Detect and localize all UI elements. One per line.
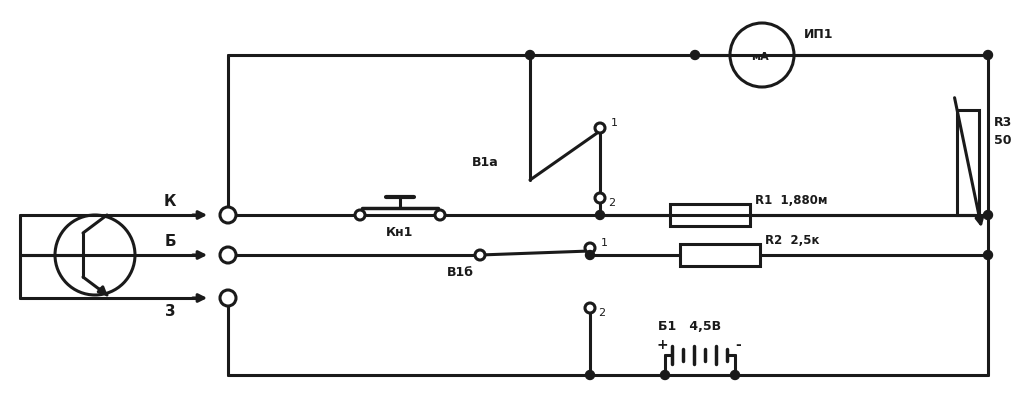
Circle shape [585, 303, 595, 313]
Circle shape [220, 247, 236, 263]
Circle shape [596, 211, 604, 220]
Text: +: + [656, 338, 668, 352]
Circle shape [220, 290, 236, 306]
Text: мА: мА [751, 52, 769, 62]
Circle shape [55, 215, 135, 295]
Text: К: К [164, 193, 176, 208]
Circle shape [585, 370, 595, 379]
Circle shape [983, 51, 992, 60]
Text: Кн1: Кн1 [386, 226, 413, 239]
Text: R3: R3 [994, 115, 1012, 129]
Text: В1б: В1б [447, 266, 473, 279]
Text: 1: 1 [610, 118, 617, 128]
Circle shape [661, 370, 669, 379]
Text: Б1   4,5В: Б1 4,5В [659, 321, 721, 333]
Circle shape [355, 210, 365, 220]
Circle shape [585, 243, 595, 253]
Text: R2  2,5к: R2 2,5к [765, 235, 819, 248]
Circle shape [730, 23, 794, 87]
Circle shape [585, 251, 595, 259]
Bar [957, 110, 979, 215]
Circle shape [595, 123, 605, 133]
Text: ИП1: ИП1 [804, 29, 834, 42]
Text: R1  1,880м: R1 1,880м [755, 195, 828, 208]
Text: 50: 50 [994, 133, 1011, 146]
Text: 1: 1 [601, 238, 607, 248]
Text: В1а: В1а [471, 155, 498, 169]
Text: 2: 2 [599, 308, 606, 318]
Text: 3: 3 [165, 304, 175, 319]
Text: -: - [736, 338, 741, 352]
Bar [670, 204, 750, 226]
Circle shape [983, 211, 992, 220]
Circle shape [595, 193, 605, 203]
Circle shape [474, 250, 485, 260]
Circle shape [435, 210, 445, 220]
Bar [680, 244, 760, 266]
Circle shape [730, 370, 740, 379]
Text: 2: 2 [608, 198, 615, 208]
Circle shape [983, 251, 992, 259]
Circle shape [525, 51, 535, 60]
Circle shape [691, 51, 699, 60]
Text: Б: Б [164, 233, 176, 248]
Circle shape [220, 207, 236, 223]
